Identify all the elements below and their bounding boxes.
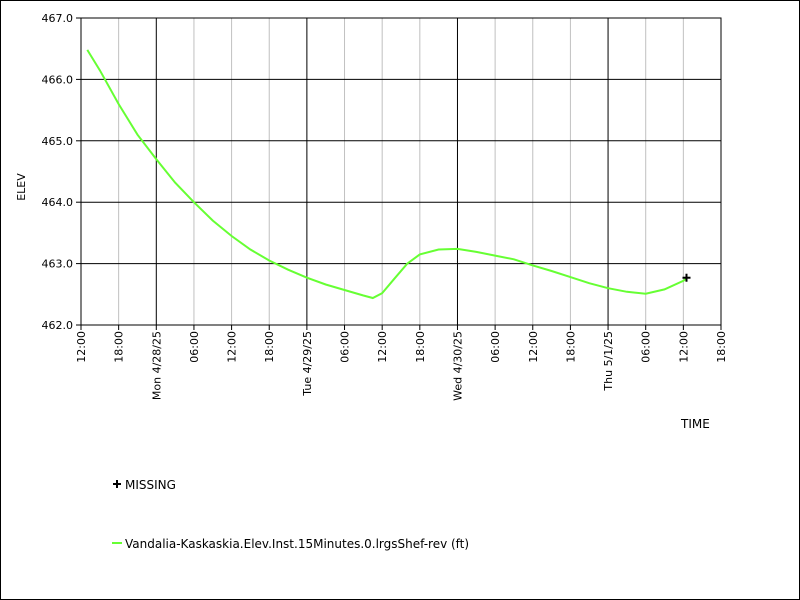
x-tick-label: Tue 4/29/25 xyxy=(301,331,314,397)
y-tick-label: 465.0 xyxy=(42,135,74,148)
y-tick-label: 464.0 xyxy=(42,196,74,209)
y-tick-label: 463.0 xyxy=(42,258,74,271)
x-tick-label: 12:00 xyxy=(376,331,389,363)
legend-missing-marker-icon xyxy=(113,480,121,488)
x-tick-label: 06:00 xyxy=(640,331,653,363)
x-tick-label: 06:00 xyxy=(489,331,502,363)
x-tick-label: 18:00 xyxy=(263,331,276,363)
missing-markers xyxy=(682,273,691,282)
x-tick-label: 12:00 xyxy=(527,331,540,363)
x-tick-label: 12:00 xyxy=(75,331,88,363)
x-tick-label: Thu 5/1/25 xyxy=(602,331,615,392)
plot-area-border xyxy=(80,17,722,326)
x-tick-label: 06:00 xyxy=(339,331,352,363)
x-tick-label: 18:00 xyxy=(564,331,577,363)
missing-marker xyxy=(682,273,691,282)
minor-gridlines xyxy=(80,18,722,325)
x-tick-label: 12:00 xyxy=(677,331,690,363)
x-tick-label: Mon 4/28/25 xyxy=(150,331,163,400)
major-gridlines xyxy=(81,17,721,326)
series-line xyxy=(86,49,688,300)
x-tick-label: 12:00 xyxy=(226,331,239,363)
x-axis-ticks: 12:00 18:00 Mon 4/28/25 06:00 12:00 18:00 Tue … xyxy=(75,325,728,401)
x-tick-label: Wed 4/30/25 xyxy=(451,331,464,401)
y-tick-label: 466.0 xyxy=(42,73,74,86)
legend-missing-label: MISSING xyxy=(125,478,176,492)
y-tick-label: 467.0 xyxy=(42,12,74,25)
x-tick-label: 18:00 xyxy=(113,331,126,363)
legend-series-label: Vandalia-Kaskaskia.Elev.Inst.15Minutes.0… xyxy=(125,537,469,551)
legend: MISSING Vandalia-Kaskaskia.Elev.Inst.15M… xyxy=(112,478,469,551)
x-tick-label: 18:00 xyxy=(715,331,728,363)
y-axis-label: ELEV xyxy=(15,173,28,201)
x-tick-label: 06:00 xyxy=(188,331,201,363)
y-tick-label: 462.0 xyxy=(42,319,74,332)
x-axis-label: TIME xyxy=(680,417,710,431)
y-axis-ticks: 462.0 463.0 464.0 465.0 466.0 467.0 xyxy=(42,12,81,332)
x-tick-label: 18:00 xyxy=(414,331,427,363)
